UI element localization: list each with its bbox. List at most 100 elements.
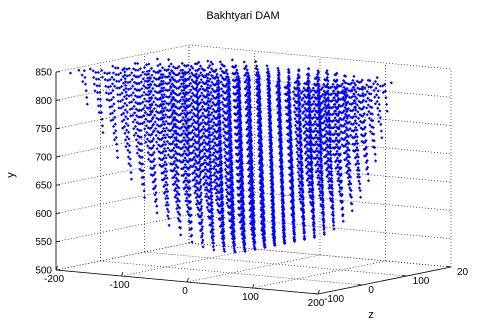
data-point	[196, 133, 201, 137]
data-point	[147, 62, 151, 66]
data-point	[183, 149, 187, 153]
data-point	[219, 155, 224, 159]
data-point	[371, 138, 375, 142]
data-point	[202, 161, 206, 165]
data-point	[316, 182, 320, 187]
data-point	[123, 73, 127, 77]
data-point	[217, 123, 222, 127]
data-point	[164, 149, 168, 153]
data-point	[173, 85, 177, 89]
data-point	[314, 133, 318, 137]
data-point	[198, 94, 203, 98]
data-point	[320, 196, 324, 200]
data-point	[240, 148, 244, 152]
data-point	[278, 134, 282, 138]
data-point	[231, 196, 235, 200]
data-point	[162, 109, 166, 113]
data-point	[309, 140, 313, 145]
data-point	[234, 64, 238, 68]
data-point	[320, 101, 324, 105]
data-point	[272, 219, 276, 223]
data-point	[172, 168, 176, 172]
data-point	[163, 106, 167, 110]
data-point	[114, 135, 118, 140]
data-point	[322, 148, 326, 152]
data-point	[270, 175, 274, 179]
data-point	[345, 139, 349, 143]
data-point	[174, 193, 178, 197]
data-point	[243, 249, 247, 253]
data-point	[201, 245, 205, 249]
data-point	[346, 176, 350, 180]
data-point	[164, 113, 168, 117]
data-point	[149, 119, 153, 123]
data-point	[110, 111, 115, 115]
data-point	[326, 156, 330, 160]
data-point	[152, 76, 156, 80]
data-point	[144, 124, 148, 128]
data-point	[340, 192, 344, 196]
data-point	[309, 153, 313, 157]
data-point	[257, 94, 261, 98]
data-point	[142, 189, 146, 193]
data-point	[357, 99, 361, 103]
data-point	[182, 172, 187, 176]
data-point	[335, 143, 339, 147]
data-point	[318, 140, 322, 144]
data-point	[175, 93, 179, 97]
data-point	[207, 106, 211, 110]
data-point	[356, 110, 360, 114]
data-point	[311, 123, 315, 127]
data-point	[185, 98, 189, 103]
data-point	[209, 177, 213, 181]
data-point	[254, 80, 259, 84]
data-point	[100, 75, 105, 79]
data-point	[82, 69, 86, 73]
data-point	[373, 102, 377, 106]
data-point	[252, 206, 256, 211]
data-point	[191, 164, 196, 168]
data-point	[227, 91, 231, 95]
data-point	[270, 181, 274, 185]
data-point	[242, 209, 246, 213]
data-point	[229, 152, 233, 156]
data-point	[179, 105, 183, 109]
data-point	[96, 70, 100, 75]
data-point	[348, 186, 352, 190]
data-point	[232, 233, 236, 237]
data-point	[255, 93, 259, 97]
data-point	[175, 152, 180, 156]
data-point	[271, 215, 275, 219]
data-point	[198, 171, 203, 175]
data-point	[154, 127, 158, 131]
data-point	[364, 145, 369, 149]
data-point	[104, 91, 109, 95]
data-point	[179, 68, 183, 73]
data-point	[345, 132, 349, 136]
chart-title: Bakhtyari DAM	[206, 10, 279, 22]
data-point	[173, 142, 177, 147]
data-point	[351, 142, 355, 146]
data-point	[305, 122, 309, 126]
data-point	[357, 123, 361, 127]
data-point	[340, 207, 344, 211]
data-point	[217, 78, 221, 83]
data-point	[278, 150, 282, 154]
data-point	[158, 75, 162, 80]
data-point	[342, 115, 347, 120]
data-point	[346, 148, 351, 152]
data-point	[245, 91, 249, 95]
data-point	[83, 75, 87, 80]
data-point	[333, 92, 337, 96]
data-point	[305, 72, 309, 77]
data-point	[141, 100, 145, 104]
data-point	[189, 226, 194, 231]
data-point	[305, 128, 309, 133]
data-point	[171, 109, 176, 113]
data-point	[331, 203, 335, 207]
data-point	[384, 102, 389, 107]
data-point	[329, 126, 334, 130]
data-point	[208, 137, 212, 141]
data-point	[235, 119, 239, 123]
data-point	[200, 73, 205, 78]
